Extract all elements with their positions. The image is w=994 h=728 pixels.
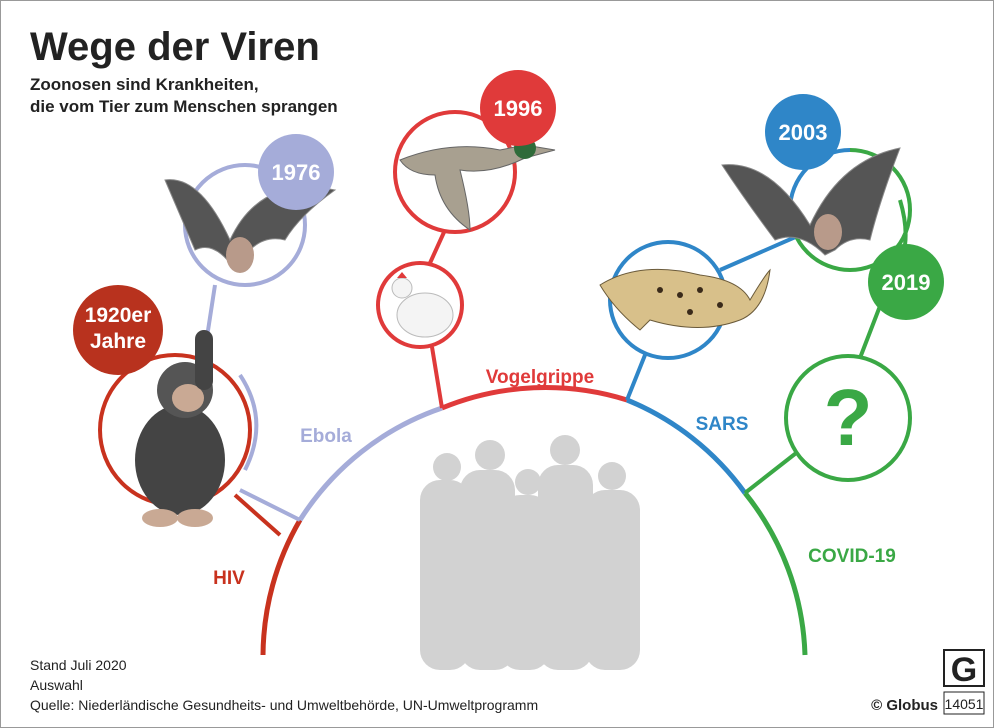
footer-note: Quelle: Niederländische Gesundheits- und… [30, 697, 538, 713]
number: 14051 [945, 696, 984, 712]
subtitle: Zoonosen sind Krankheiten, [30, 75, 259, 94]
title: Wege der Viren [30, 25, 320, 69]
year: 2019 [882, 270, 931, 295]
virus-name: COVID-19 [808, 546, 896, 567]
virus-name: Vogelgrippe [486, 367, 594, 388]
year: 1996 [494, 96, 543, 121]
people-silhouettes [420, 435, 640, 670]
footer-note: Auswahl [30, 677, 83, 693]
year: 1920er [85, 304, 152, 327]
credit: © Globus [871, 697, 938, 714]
virus-name: HIV [213, 568, 245, 589]
virus-name: Ebola [300, 426, 352, 447]
year: 2003 [779, 120, 828, 145]
virus-name: SARS [696, 414, 749, 435]
year: Jahre [90, 330, 146, 353]
subtitle: die vom Tier zum Menschen sprangen [30, 97, 338, 116]
question-mark: ? [824, 373, 873, 462]
infographic: Wege der Viren Zoonosen sind Krankheiten… [0, 0, 994, 728]
logo: G [951, 651, 977, 689]
year: 1976 [272, 160, 321, 185]
footer-note: Stand Juli 2020 [30, 657, 127, 673]
